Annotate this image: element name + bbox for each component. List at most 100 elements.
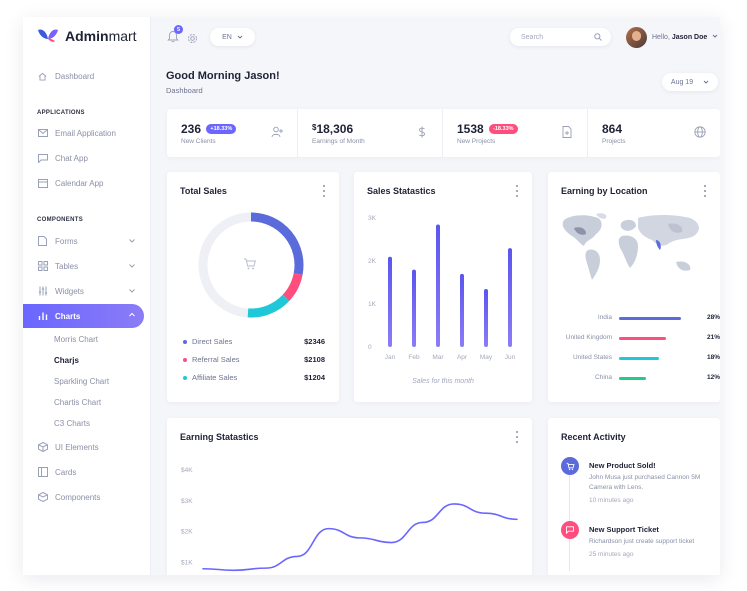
submenu-charjs[interactable]: Charjs — [54, 356, 79, 365]
app-frame: Adminmart Dashboard APPLICATIONS Email A… — [23, 17, 720, 575]
x-tick-label: Feb — [408, 354, 420, 361]
mail-icon — [37, 128, 48, 139]
location-country: United Kingdom — [565, 334, 612, 341]
activity-title: New Support Ticket — [589, 525, 659, 534]
location-country: United States — [572, 354, 612, 361]
location-percent: 18% — [706, 354, 720, 361]
donut-slice-direct-sales — [250, 212, 304, 275]
language-select[interactable]: EN — [210, 28, 255, 46]
sidebar-item-label: Charts — [55, 311, 81, 321]
sidebar-item-chat[interactable]: Chat App — [23, 147, 144, 169]
search-icon[interactable] — [594, 33, 602, 41]
section-components: COMPONENTS — [37, 217, 84, 223]
file-icon — [37, 236, 48, 247]
stat-value: 864 — [602, 122, 623, 136]
sidebar-item-email[interactable]: Email Application — [23, 122, 144, 144]
add-user-icon — [271, 126, 283, 138]
sidebar-item-widgets[interactable]: Widgets — [23, 280, 144, 302]
submenu-sparkling-chart[interactable]: Sparkling Chart — [54, 377, 110, 386]
sidebar-item-ui-elements[interactable]: UI Elements — [23, 436, 144, 458]
sidebar-item-label: Chat App — [55, 153, 88, 163]
card-title: Earning Statastics — [180, 432, 259, 442]
stat-badge: +18.33% — [206, 124, 237, 134]
y-tick-label: $1K — [181, 560, 193, 567]
message-icon — [561, 521, 579, 539]
sidebar-item-forms[interactable]: Forms — [23, 230, 144, 252]
breadcrumb: Dashboard — [166, 86, 203, 95]
date-filter[interactable]: Aug 19 — [662, 73, 718, 91]
submenu-chartis-chart[interactable]: Chartis Chart — [54, 398, 102, 407]
sidebar-item-charts[interactable]: Charts — [23, 304, 144, 328]
card-icon — [37, 467, 48, 478]
language-value: EN — [222, 33, 232, 41]
search-box[interactable]: Search — [510, 28, 611, 46]
user-menu[interactable]: Hello, Jason Doe — [652, 33, 718, 41]
location-row: United Kingdom 21% — [548, 334, 720, 344]
more-icon[interactable] — [515, 185, 519, 197]
brand[interactable]: Adminmart — [37, 27, 137, 45]
y-tick-label: 3K — [368, 215, 377, 222]
activity-title: New Product Sold! — [589, 461, 656, 470]
activity-item[interactable]: New Product Sold! John Musa just purchas… — [561, 457, 711, 507]
sidebar-item-components[interactable]: Components — [23, 486, 144, 508]
sidebar-item-label: Cards — [55, 467, 77, 477]
bar-mar — [436, 224, 440, 347]
more-icon[interactable] — [515, 431, 519, 443]
card-title: Earning by Location — [561, 186, 648, 196]
recent-activity-card: Recent Activity New Product Sold! John M… — [548, 418, 720, 575]
activity-description: John Musa just purchased Cannon 5M Camer… — [589, 474, 701, 491]
sliders-icon — [37, 286, 48, 297]
activity-description: Richardson just create support ticket — [589, 538, 695, 545]
section-applications: APPLICATIONS — [37, 110, 85, 116]
bell-icon[interactable]: 5 — [167, 25, 183, 44]
sidebar-item-calendar[interactable]: Calendar App — [23, 172, 144, 194]
activity-item[interactable]: New Support Ticket Richardson just creat… — [561, 521, 711, 571]
stat-earnings: $18,306 Earnings of Month — [298, 109, 443, 157]
stat-new-projects: 1538 -18.33% New Projects — [443, 109, 588, 157]
earning-statistics-card: Earning Statastics $4K $3K $2K $1K — [167, 418, 532, 575]
earning-by-location-card: Earning by Location India 28% United Kin… — [548, 172, 720, 402]
location-percent: 21% — [706, 334, 720, 341]
sidebar-item-dashboard[interactable]: Dashboard — [23, 65, 144, 87]
sidebar-item-label: Components — [55, 492, 101, 502]
brand-name-bold: Admin — [65, 28, 109, 44]
legend-direct-sales: Direct Sales $2346 — [183, 337, 325, 346]
sidebar-item-label: Forms — [55, 236, 78, 246]
more-icon[interactable] — [322, 185, 326, 197]
sidebar-item-cards[interactable]: Cards — [23, 461, 144, 483]
donut-slice-referral-sales — [282, 272, 303, 301]
grid-icon — [37, 261, 48, 272]
chevron-down-icon — [128, 237, 136, 245]
bar-may — [484, 288, 488, 347]
submenu-c3-charts[interactable]: C3 Charts — [54, 419, 91, 428]
submenu-morris-chart[interactable]: Morris Chart — [54, 335, 99, 344]
sidebar-item-label: Email Application — [55, 128, 116, 138]
location-country: China — [595, 374, 612, 381]
sidebar-item-label: Dashboard — [55, 71, 95, 81]
stat-label: Earnings of Month — [312, 138, 365, 145]
location-percent: 28% — [706, 314, 720, 321]
legend-label: Affiliate Sales — [192, 373, 238, 382]
earning-line — [202, 503, 518, 572]
x-tick-label: May — [480, 354, 493, 361]
bar-jun — [508, 248, 512, 347]
gear-icon[interactable] — [187, 31, 199, 43]
card-title: Sales Statastics — [367, 186, 436, 196]
avatar[interactable] — [626, 27, 647, 48]
sidebar-item-label: UI Elements — [55, 442, 99, 452]
search-input[interactable]: Search — [521, 33, 544, 41]
line-chart: $4K $3K $2K $1K — [181, 467, 518, 572]
sidebar-item-label: Widgets — [55, 286, 84, 296]
x-tick-label: Apr — [457, 354, 468, 361]
chart-caption: Sales for this month — [412, 378, 474, 385]
location-bar — [619, 337, 666, 340]
stat-label: New Projects — [457, 138, 496, 145]
chevron-down-icon — [703, 80, 709, 84]
more-icon[interactable] — [703, 185, 707, 197]
bar-jan — [388, 256, 392, 347]
stats-strip: 236 +18.33% New Clients $18,306 Earnings… — [167, 109, 720, 157]
sidebar-item-tables[interactable]: Tables — [23, 255, 144, 277]
world-map — [562, 213, 699, 280]
location-percent: 12% — [706, 374, 720, 381]
y-tick-label: 1K — [368, 301, 377, 308]
